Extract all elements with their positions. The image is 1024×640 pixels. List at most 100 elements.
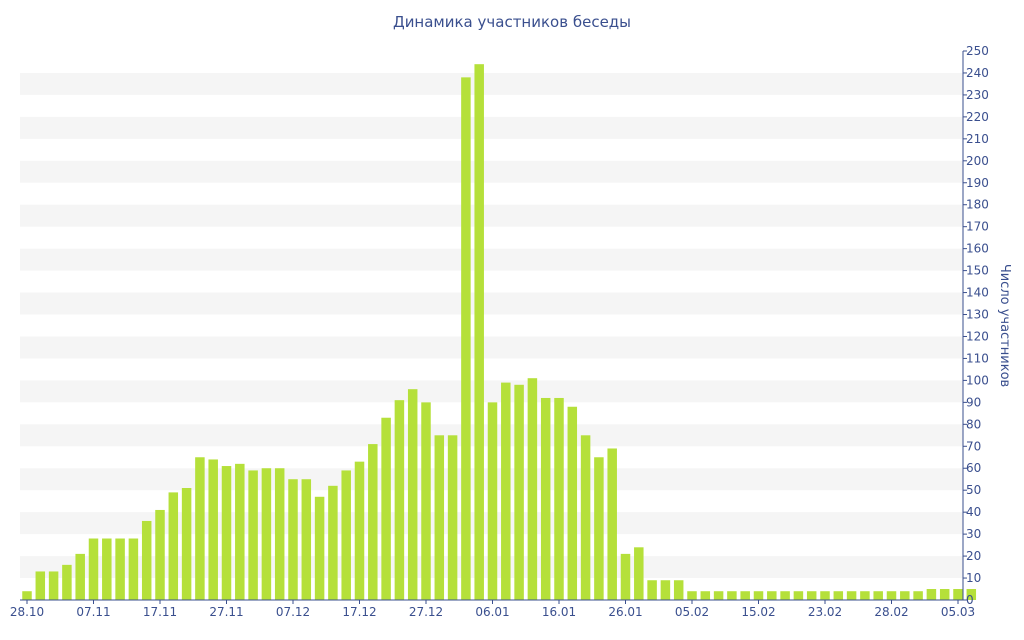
bar [62, 564, 72, 600]
bar [687, 591, 697, 600]
grid-band [20, 72, 963, 95]
x-tick-label: 15.02 [741, 605, 775, 619]
bar [727, 591, 737, 600]
x-tick-label: 23.02 [808, 605, 842, 619]
bar [846, 591, 857, 600]
y-tick-label: 30 [966, 527, 981, 541]
bar [554, 397, 564, 600]
bar [939, 589, 950, 600]
y-tick-label: 180 [966, 198, 989, 212]
y-axis-title: Число участников [997, 264, 1012, 387]
bar [102, 538, 112, 600]
y-tick-label: 10 [966, 571, 981, 585]
y-tick-label: 90 [966, 395, 981, 409]
bar [195, 457, 205, 600]
grid-band [20, 292, 963, 315]
y-tick-label: 160 [966, 242, 989, 256]
grid-band [20, 336, 963, 359]
bar [607, 448, 617, 600]
bar [461, 77, 471, 601]
bar [580, 435, 591, 600]
x-tick-label: 28.02 [874, 605, 908, 619]
bar [141, 520, 152, 600]
bar [647, 580, 657, 600]
bar [394, 400, 405, 600]
bar [634, 547, 644, 600]
bar [48, 571, 59, 600]
y-tick-label: 60 [966, 461, 981, 475]
bar [900, 591, 910, 600]
y-tick-label: 130 [966, 308, 989, 322]
bar [860, 591, 870, 600]
bar [527, 378, 538, 600]
chart-title: Динамика участников беседы [392, 13, 632, 31]
bar [354, 461, 365, 600]
y-tick-label: 140 [966, 286, 989, 300]
y-axis: 0 10 20 30 40 50 60 70 80 90 100 110 120 130 140 150 160… [962, 44, 989, 607]
x-tick-label: 28.10 [10, 605, 44, 619]
y-tick-label: 220 [966, 110, 989, 124]
bar [368, 444, 378, 600]
bar [793, 591, 804, 600]
y-tick-label: 0 [966, 593, 974, 607]
bar [660, 580, 671, 600]
x-tick-label: 07.11 [76, 605, 110, 619]
bar [780, 591, 790, 600]
bar [208, 459, 218, 600]
bar [740, 591, 750, 600]
x-tick-label: 05.03 [941, 605, 975, 619]
bar [833, 591, 844, 600]
x-tick-label: 27.12 [409, 605, 443, 619]
bar [128, 538, 139, 600]
bar [115, 538, 125, 600]
bar [421, 402, 431, 600]
bar [886, 591, 897, 600]
bar [248, 470, 258, 600]
bar [221, 466, 232, 600]
x-tick-label: 05.02 [675, 605, 709, 619]
bar [407, 389, 418, 600]
x-tick-label: 26.01 [608, 605, 642, 619]
y-tick-label: 250 [966, 44, 989, 58]
grid-band [20, 160, 963, 183]
grid-band [20, 248, 963, 271]
bar [288, 479, 298, 600]
y-tick-label: 170 [966, 220, 989, 234]
bar [75, 553, 85, 600]
bar [673, 580, 684, 600]
bar [873, 591, 883, 600]
bar [487, 402, 498, 600]
bar [594, 457, 604, 600]
x-tick-label: 16.01 [542, 605, 576, 619]
bar [767, 591, 777, 600]
y-tick-label: 100 [966, 373, 989, 387]
bar [314, 496, 325, 600]
grid-band [20, 380, 963, 403]
x-tick-label: 06.01 [475, 605, 509, 619]
bar [88, 538, 99, 600]
bar [381, 417, 391, 600]
x-tick-label: 17.12 [342, 605, 376, 619]
y-tick-label: 40 [966, 505, 981, 519]
bar [274, 468, 285, 600]
bar [35, 571, 46, 600]
bar [181, 488, 192, 600]
y-tick-label: 210 [966, 132, 989, 146]
y-tick-label: 70 [966, 439, 981, 453]
bar [168, 492, 179, 600]
bar [474, 64, 484, 601]
y-tick-label: 150 [966, 264, 989, 278]
grid-band [20, 116, 963, 139]
bar [820, 591, 830, 600]
bar [700, 591, 711, 600]
y-tick-label: 240 [966, 66, 989, 80]
bar [926, 589, 937, 600]
bar [753, 591, 764, 600]
bar [953, 589, 963, 600]
bar [261, 468, 272, 600]
bar [913, 591, 923, 600]
bar [22, 591, 32, 600]
bar [501, 382, 511, 600]
